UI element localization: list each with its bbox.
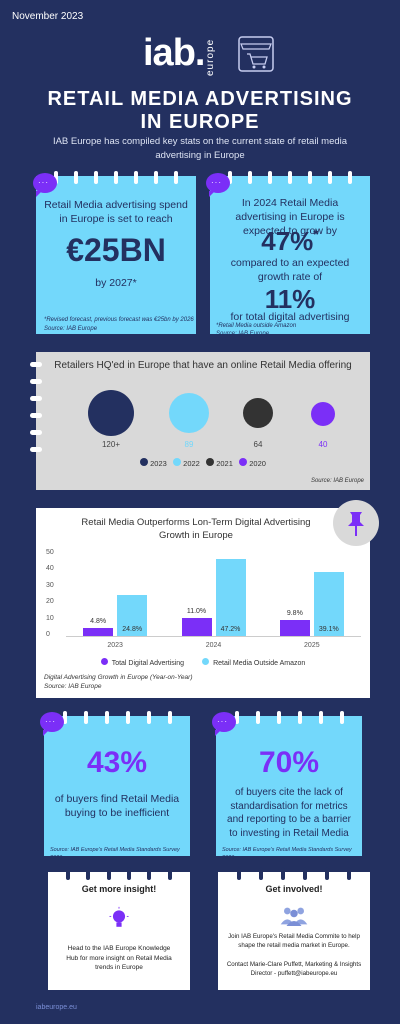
growth-chart-panel: Retail Media Outperforms Lon-Term Digita… <box>36 508 370 698</box>
growth-tail: for total digital advertising <box>230 311 350 323</box>
growth-card: In 2024 Retail Media advertising in Euro… <box>210 171 370 337</box>
insight-card: Get more insight! Head to the IAB Europe… <box>48 867 190 990</box>
y-tick-label: 30 <box>46 581 54 589</box>
barrier-card: 70% of buyers cite the lack of standardi… <box>216 711 362 861</box>
inefficient-value: 43% <box>86 746 148 779</box>
bar-retail-media-outside-amazon-2025 <box>313 571 344 636</box>
y-tick-label: 50 <box>46 549 54 556</box>
bar-retail-media-outside-amazon-2024 <box>215 558 246 636</box>
legend-label: Retail Media Outside Amazon <box>213 660 306 667</box>
chart-area: 50 40 30 20 10 0 4.8% 24.8% 2023 11.0% 47.2% 2024 9.… <box>36 508 370 698</box>
circle-2022 <box>169 393 209 433</box>
lightbulb-icon <box>109 906 129 927</box>
pin-icon <box>333 500 379 546</box>
bar-data-label: 11.0% <box>186 607 207 615</box>
growth-compare: compared to an expected growth rate of <box>230 257 350 283</box>
people-icon <box>280 907 308 926</box>
value-2021: 64 <box>253 440 263 449</box>
spend-card: Retail Media advertising spend in Europe… <box>36 171 196 334</box>
spiral-binding <box>36 171 196 184</box>
inefficient-card: 43% of buyers find Retail Media buying t… <box>44 711 190 861</box>
chart-source: Source: IAB Europe <box>44 683 102 690</box>
spiral-binding <box>210 171 370 184</box>
involved-title: Get involved! <box>265 884 323 894</box>
bar-data-label: 39.1% <box>318 626 339 633</box>
shop-cart-icon <box>238 36 274 72</box>
chart-title: Retail Media Outperforms Lon-Term Digita… <box>81 517 311 541</box>
bar-data-label: 4.8% <box>90 618 107 626</box>
spiral-binding <box>216 711 362 724</box>
chat-icon: ··· <box>40 712 64 736</box>
bar-retail-media-outside-amazon-2023 <box>117 595 148 636</box>
spend-text: Retail Media advertising spend in Europe… <box>44 199 188 225</box>
y-tick-label: 0 <box>46 631 50 638</box>
chart-legend: Total Digital Advertising Retail Media Ou… <box>36 658 370 667</box>
circle-2020 <box>311 402 335 426</box>
bar-total-digital-advertising-2024 <box>181 617 212 636</box>
insight-title: Get more insight! <box>81 884 157 894</box>
spend-note: *Revised forecast, previous forecast was… <box>44 317 194 323</box>
barrier-value: 70% <box>258 746 320 779</box>
y-tick-label: 10 <box>46 614 54 622</box>
x-axis-line <box>66 636 361 637</box>
bar-data-label: 24.8% <box>122 626 143 633</box>
value-2020: 40 <box>318 440 328 449</box>
iab-logo-sub: europe <box>205 38 216 76</box>
footer-link[interactable]: iabeurope.eu <box>36 1004 77 1011</box>
chart-caption: Digital Advertising Growth in Europe (Ye… <box>44 674 193 681</box>
involved-contact[interactable]: Contact Marie-Clare Puffett, Marketing &… <box>226 961 362 977</box>
bar-data-label: 47.2% <box>220 626 241 633</box>
circle-2021 <box>243 398 273 428</box>
spiral-binding <box>44 711 190 724</box>
circle-2023 <box>88 390 134 436</box>
inefficient-source: Source: IAB Europe's Retail Media Standa… <box>50 847 180 861</box>
bar-total-digital-advertising-2023 <box>83 628 114 636</box>
chat-icon: ··· <box>212 712 236 736</box>
legend-label: Total Digital Advertising <box>111 660 185 667</box>
x-tick-label: 2025 <box>304 642 320 649</box>
retailers-source: Source: IAB Europe <box>310 478 364 484</box>
value-2023: 120+ <box>101 440 121 449</box>
x-tick-label: 2024 <box>205 642 222 649</box>
value-2022: 89 <box>184 440 194 449</box>
panel-rings <box>30 362 42 452</box>
spiral-binding <box>48 867 190 880</box>
growth-note: *Retail Media outside Amazon <box>216 323 297 329</box>
retailers-title: Retailers HQ'ed in Europe that have an o… <box>54 360 352 371</box>
involved-card: Get involved! Join IAB Europe's Retail M… <box>218 867 370 990</box>
spend-year: by 2027* <box>95 277 137 289</box>
bar-total-digital-advertising-2025 <box>279 619 310 636</box>
legend-swatch <box>202 658 210 665</box>
involved-text: Join IAB Europe's Retail Media Commite t… <box>228 933 360 949</box>
barrier-source: Source: IAB Europe's Retail Media Standa… <box>222 847 352 861</box>
y-tick-label: 20 <box>46 598 54 606</box>
chat-icon: ··· <box>206 173 230 197</box>
inefficient-text: of buyers find Retail Media buying to be… <box>54 793 180 819</box>
intro-text: IAB Europe has compiled key stats on the… <box>52 136 348 161</box>
page-title: RETAIL MEDIA ADVERTISING IN EUROPE <box>47 88 353 133</box>
spend-value: €25BN <box>66 232 166 268</box>
x-tick-label: 2023 <box>107 642 123 649</box>
spiral-binding <box>218 867 370 880</box>
iab-logo: iab. <box>143 32 205 74</box>
barrier-text: of buyers cite the lack of standardisati… <box>227 787 351 839</box>
digital-growth-value: 11% <box>264 284 316 314</box>
growth-text: In 2024 Retail Media advertising in Euro… <box>235 197 345 237</box>
retailers-panel: Retailers HQ'ed in Europe that have an o… <box>36 352 370 490</box>
chat-icon: ··· <box>33 173 57 197</box>
y-tick-label: 40 <box>46 565 54 573</box>
date-label: November 2023 <box>12 11 84 22</box>
legend-swatch <box>100 658 108 665</box>
growth-value: 47%* <box>261 226 319 256</box>
insight-text[interactable]: Head to the IAB Europe Knowledge Hub for… <box>66 945 172 971</box>
spend-source: Source: IAB Europe <box>44 326 98 332</box>
growth-source: Source: IAB Europe <box>216 331 270 337</box>
retailers-legend: 2023 2022 2021 2020 <box>36 458 370 468</box>
bar-data-label: 9.8% <box>286 609 303 617</box>
